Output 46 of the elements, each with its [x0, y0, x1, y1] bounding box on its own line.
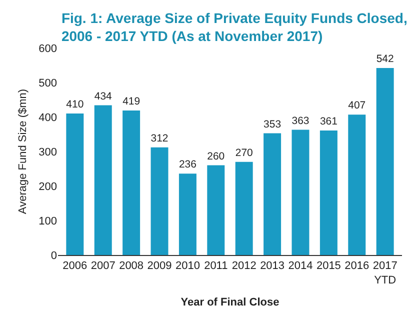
y-tick-label: 600 — [38, 42, 57, 55]
data-label: 260 — [207, 151, 225, 162]
bar — [150, 147, 168, 255]
data-label: 270 — [235, 148, 254, 159]
bar — [207, 165, 225, 255]
x-tick-label: 2012 — [232, 260, 256, 272]
data-label: 419 — [122, 96, 140, 108]
y-tick-label: 400 — [38, 112, 57, 124]
x-tick-label: 2015 — [316, 260, 341, 272]
y-tick-label: 200 — [38, 180, 57, 193]
y-tick-label: 0 — [50, 250, 57, 262]
data-label: 361 — [320, 116, 338, 128]
x-tick-label: 2006 — [62, 260, 88, 272]
data-label: 407 — [348, 100, 366, 112]
x-tick-label: 2010 — [175, 260, 200, 272]
x-tick-label: 2007 — [90, 260, 116, 272]
x-tick-label: 2017 YTD — [372, 260, 398, 286]
y-axis-title: Average Fund Size ($mn) — [17, 88, 29, 214]
data-label: 363 — [292, 116, 310, 127]
x-tick-label: 2016 — [344, 260, 370, 272]
chart-title: Fig. 1: Average Size of Private Equity Funds Closed, 2006 - 2017 YTD (As at November 2017) — [61, 10, 408, 44]
bar — [264, 133, 282, 255]
x-tick-label: 2009 — [147, 260, 172, 272]
data-label: 353 — [264, 119, 282, 130]
x-tick-label: 2008 — [119, 260, 144, 272]
y-tick-label: 100 — [38, 215, 57, 228]
bar — [292, 130, 310, 255]
y-tick-label: 500 — [38, 77, 57, 90]
data-label: 434 — [94, 91, 112, 102]
bar — [376, 68, 394, 255]
data-label: 312 — [150, 134, 168, 145]
bar — [348, 114, 366, 255]
x-tick-label: 2013 — [260, 260, 285, 272]
bar — [94, 105, 112, 255]
bar — [122, 110, 140, 255]
bar — [178, 174, 196, 255]
x-tick-label: 2011 — [204, 260, 228, 272]
bar — [66, 114, 84, 255]
bar — [235, 162, 253, 255]
data-label: 236 — [178, 160, 197, 171]
x-tick-label: 2014 — [288, 260, 313, 272]
bar — [320, 130, 338, 255]
data-label: 542 — [376, 54, 394, 66]
data-label: 410 — [66, 100, 84, 111]
y-tick-label: 300 — [38, 146, 57, 158]
x-axis-title: Year of Final Close — [180, 296, 280, 309]
